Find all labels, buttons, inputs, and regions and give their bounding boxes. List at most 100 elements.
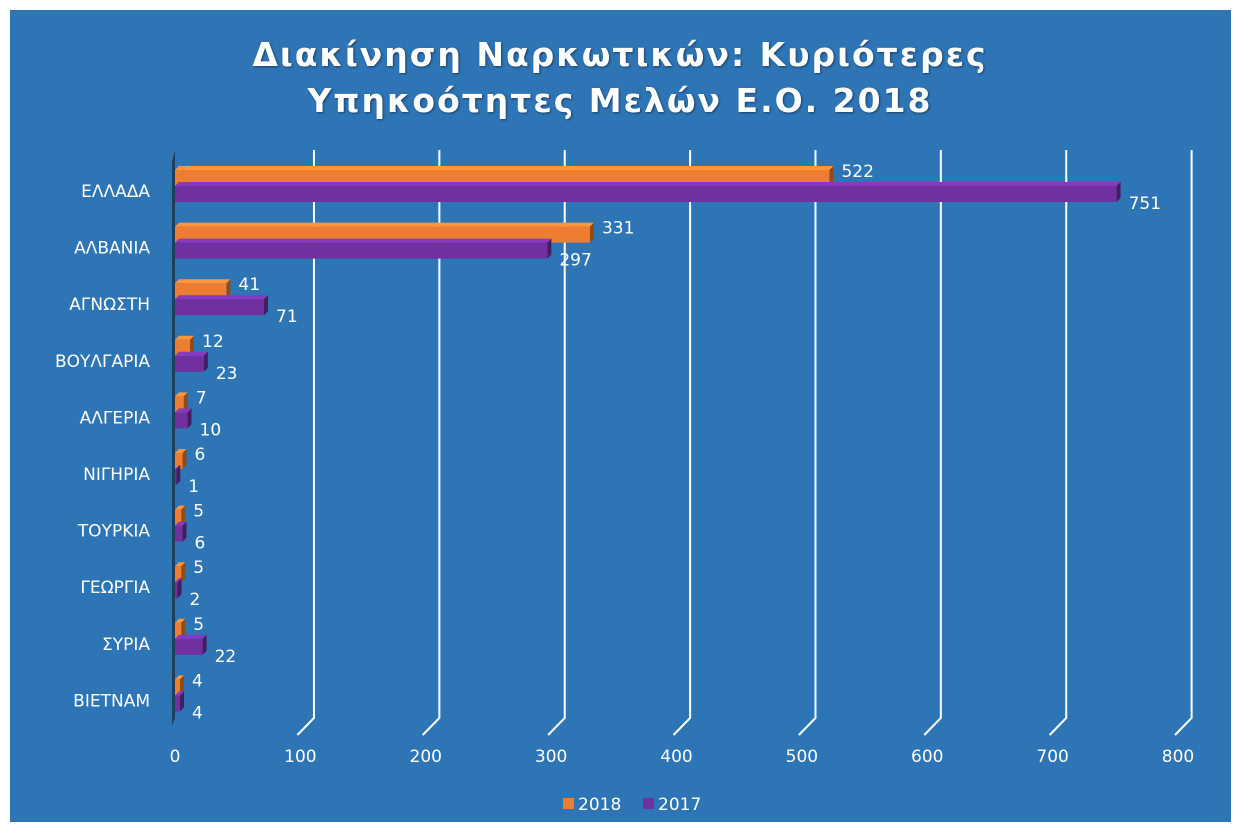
bar-top [175, 449, 187, 453]
bar-top [175, 562, 186, 567]
bar [175, 509, 182, 526]
bar-side [264, 295, 269, 316]
bar-side [190, 335, 195, 356]
x-tick-label: 400 [660, 747, 692, 767]
y-tick-label: ΒΟΥΛΓΑΡΙΑ [55, 352, 150, 372]
bar [175, 469, 177, 485]
bar-side [829, 166, 834, 186]
x-tick-label: 600 [911, 747, 943, 767]
legend-label: 2017 [658, 795, 701, 815]
bar-side [181, 505, 186, 526]
data-label: 7 [196, 388, 207, 408]
y-tick-label: ΑΛΓΕΡΙΑ [80, 408, 151, 428]
bar-top [175, 691, 185, 696]
bar [175, 638, 203, 655]
bar-side [182, 449, 187, 469]
y-tick-label: ΤΟΥΡΚΙΑ [77, 522, 151, 542]
bar-top [175, 335, 195, 340]
bar-top [175, 521, 187, 526]
bar [175, 412, 188, 429]
x-tick-label: 700 [1036, 747, 1068, 767]
bar [175, 355, 204, 372]
bar-side [181, 562, 186, 583]
bar-top [175, 408, 192, 413]
bar-side [183, 392, 188, 413]
bar-side [226, 279, 231, 300]
bar [175, 566, 182, 583]
bar-side [202, 634, 207, 655]
data-label: 23 [216, 364, 238, 384]
bar-side [181, 618, 186, 639]
y-tick-label: ΕΛΛΑΔΑ [81, 182, 150, 202]
grid-line [798, 150, 817, 736]
bar-top [175, 222, 594, 227]
bar [175, 582, 178, 599]
data-label: 6 [195, 445, 206, 465]
data-label: 1 [188, 477, 199, 497]
data-label: 5 [193, 615, 204, 635]
bar [175, 622, 182, 639]
bar-top [175, 618, 186, 623]
grid-line [296, 150, 315, 736]
bar-side [180, 675, 185, 696]
data-label: 22 [215, 647, 237, 667]
data-label: 4 [192, 671, 203, 691]
data-label: 331 [602, 219, 634, 239]
chart-background [10, 10, 1231, 822]
y-tick-label: ΑΓΝΩΣΤΗ [69, 295, 150, 315]
x-tick-label: 800 [1162, 747, 1194, 767]
x-tick-label: 100 [284, 747, 316, 767]
x-tick-label: 300 [535, 747, 567, 767]
bar-side [182, 521, 187, 542]
grid-line [672, 150, 692, 736]
y-tick-label: ΒΙΕΤΝΑΜ [73, 691, 150, 711]
bar [175, 679, 181, 696]
legend-label: 2018 [578, 795, 621, 815]
x-tick-label: 500 [786, 747, 818, 767]
bar-top [175, 295, 269, 300]
bar-top [175, 182, 1121, 186]
bar [175, 525, 183, 542]
data-label: 5 [193, 558, 204, 578]
bar [175, 396, 184, 413]
y-tick-label: ΑΛΒΑΝΙΑ [74, 239, 150, 259]
bar [175, 299, 265, 316]
bar-side [589, 222, 594, 243]
bar-top [175, 351, 208, 356]
bar-side [176, 465, 181, 485]
data-label: 522 [841, 162, 873, 182]
grid-line [1174, 150, 1193, 736]
legend-swatch [563, 798, 574, 809]
bar-top [175, 465, 181, 469]
bar-top [175, 578, 182, 583]
data-label: 10 [200, 420, 222, 440]
bar-top [175, 238, 552, 243]
bar-side [203, 351, 208, 372]
data-label: 6 [195, 534, 206, 554]
x-tick-label: 200 [410, 747, 442, 767]
bar-side [547, 238, 552, 259]
data-label: 751 [1129, 194, 1161, 214]
y-tick-label: ΣΥΡΙΑ [102, 635, 150, 655]
data-label: 297 [559, 251, 591, 271]
grid-line [1048, 150, 1068, 736]
y-tick-label: ΝΙΓΗΡΙΑ [83, 465, 150, 485]
grid-line [422, 150, 441, 736]
bar-top [175, 166, 834, 170]
data-label: 12 [202, 332, 224, 352]
legend-swatch [643, 798, 654, 809]
data-label: 2 [190, 590, 201, 610]
data-label: 4 [192, 703, 203, 723]
data-label: 71 [276, 307, 298, 327]
bar-top [175, 279, 231, 284]
x-tick-label: 0 [170, 747, 181, 767]
bar-top [175, 505, 186, 510]
grid-line [923, 150, 942, 736]
bar [175, 186, 1117, 202]
data-label: 41 [238, 275, 260, 295]
bar [175, 453, 183, 469]
grid-line [547, 150, 566, 736]
chart-title: Διακίνηση Ναρκωτικών: Κυριότερες Υπηκοότ… [252, 35, 988, 120]
